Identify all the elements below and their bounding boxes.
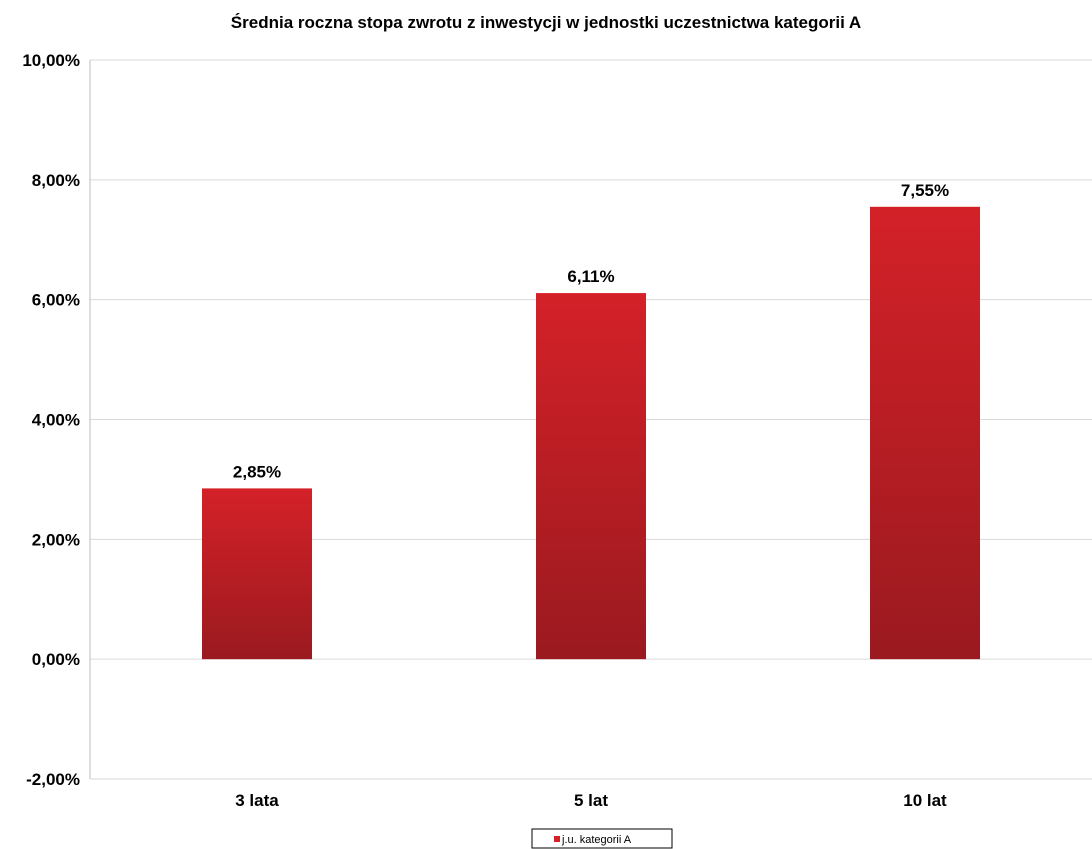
y-tick-label: 0,00%	[32, 650, 80, 669]
data-label: 2,85%	[233, 462, 281, 481]
category-label: 3 lata	[235, 791, 279, 810]
y-tick-label: 10,00%	[22, 51, 80, 70]
y-tick-label: 8,00%	[32, 171, 80, 190]
y-axis-tick-labels: 10,00% 8,00% 6,00% 4,00% 2,00% 0,00% -2,00%	[22, 51, 80, 789]
bars	[202, 206, 980, 660]
chart-title: Średnia roczna stopa zwrotu z inwestycji…	[231, 13, 861, 32]
bar	[202, 488, 312, 660]
legend: j.u. kategorii A	[531, 828, 673, 849]
y-tick-label: -2,00%	[26, 770, 80, 789]
y-tick-label: 2,00%	[32, 530, 80, 549]
y-tick-label: 4,00%	[32, 411, 80, 430]
category-label: 10 lat	[903, 791, 947, 810]
legend-box	[531, 828, 673, 849]
x-axis-category-labels: 3 lata 5 lat 10 lat	[235, 791, 947, 810]
legend-swatch	[554, 836, 560, 842]
legend-label: j.u. kategorii A	[561, 834, 632, 846]
bar	[870, 206, 980, 660]
data-label: 6,11%	[567, 267, 614, 286]
category-label: 5 lat	[574, 791, 608, 810]
bar	[536, 293, 646, 660]
data-labels: 2,85% 6,11% 7,55%	[233, 181, 949, 482]
y-tick-label: 6,00%	[32, 291, 80, 310]
data-label: 7,55%	[901, 181, 949, 200]
